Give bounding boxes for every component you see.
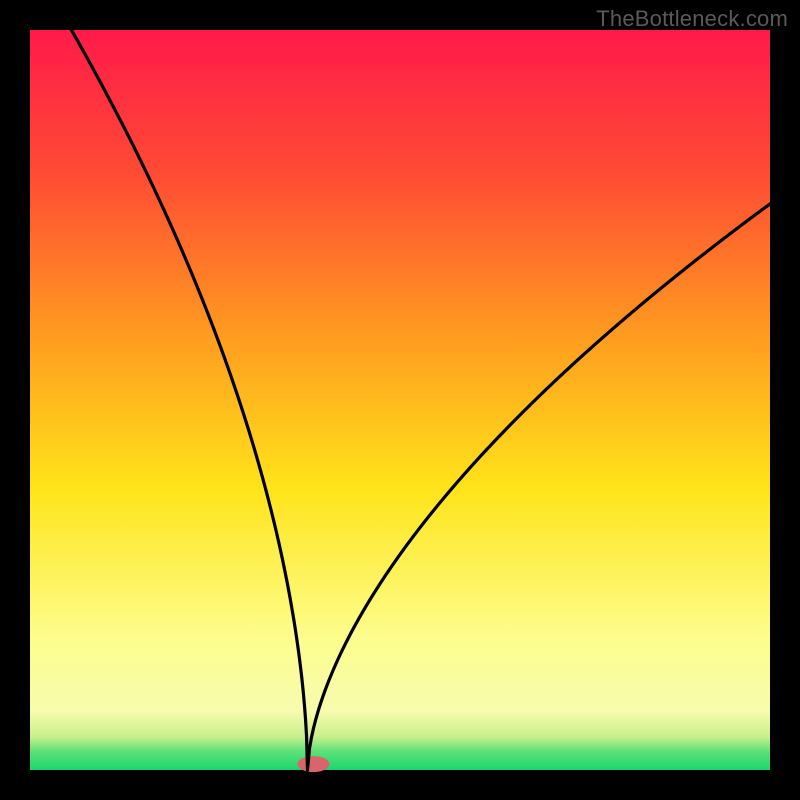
bottleneck-chart (0, 0, 800, 800)
minimum-marker (297, 756, 329, 772)
chart-container: TheBottleneck.com (0, 0, 800, 800)
watermark-text: TheBottleneck.com (596, 6, 788, 32)
plot-background (30, 30, 770, 770)
